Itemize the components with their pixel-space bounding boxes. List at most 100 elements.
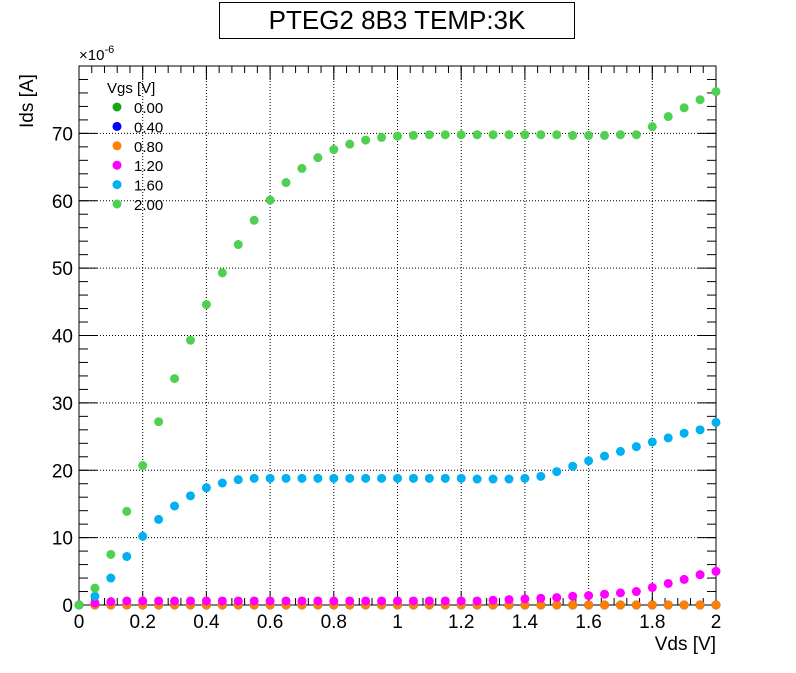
data-point	[631, 442, 641, 452]
data-point	[536, 593, 546, 603]
data-point	[472, 596, 482, 606]
data-point	[345, 139, 355, 149]
data-point	[185, 596, 195, 606]
data-point	[345, 473, 355, 483]
data-point	[488, 130, 498, 140]
x-tick-label: 0	[74, 612, 85, 633]
legend-item: 0.40	[112, 119, 163, 136]
data-point	[440, 130, 450, 140]
data-point	[711, 566, 721, 576]
data-point	[472, 130, 482, 140]
data-point	[90, 591, 100, 601]
x-tick-label: 0.8	[321, 612, 347, 633]
data-point	[440, 596, 450, 606]
legend: Vgs [V] 0.00 0.40 0.80 1.20 1.60 2.00	[107, 80, 163, 214]
data-point	[122, 506, 132, 516]
data-point	[456, 130, 466, 140]
data-point	[265, 195, 275, 205]
data-point	[329, 596, 339, 606]
legend-marker	[112, 121, 122, 131]
data-point	[695, 95, 705, 105]
data-point	[154, 514, 164, 524]
y-tick-label: 10	[52, 529, 73, 550]
legend-label: 0.00	[134, 100, 163, 117]
data-point	[615, 588, 625, 598]
x-axis-label: Vds [V]	[655, 634, 716, 655]
x-tick-label: 1.2	[448, 612, 474, 633]
data-point	[106, 549, 116, 559]
data-point	[600, 600, 610, 610]
data-point	[154, 596, 164, 606]
data-point	[456, 473, 466, 483]
data-point	[711, 87, 721, 97]
legend-marker	[112, 102, 122, 112]
data-point	[185, 335, 195, 345]
legend-label: 1.60	[134, 178, 163, 195]
x-tick-label: 0.2	[129, 612, 155, 633]
data-point	[584, 456, 594, 466]
data-point	[504, 595, 514, 605]
tick-labels: 0 0.2 0.4 0.6 0.8 1 1.2 1.4 1.6 1.8 20102030405060…	[52, 124, 721, 633]
data-point	[552, 467, 562, 477]
data-point	[313, 473, 323, 483]
data-point	[249, 473, 259, 483]
data-point	[647, 582, 657, 592]
data-point	[138, 461, 148, 471]
y-tick-label: 40	[52, 327, 73, 348]
data-point	[568, 591, 578, 601]
legend-item: 1.20	[112, 158, 163, 175]
data-point	[185, 491, 195, 501]
data-point	[600, 130, 610, 140]
data-point	[233, 475, 243, 485]
series-1.20	[74, 566, 721, 610]
data-point	[361, 135, 371, 145]
data-point	[297, 596, 307, 606]
data-point	[377, 473, 387, 483]
data-point	[552, 130, 562, 140]
data-point	[504, 130, 514, 140]
chart-title: PTEG2 8B3 TEMP:3K	[219, 2, 575, 39]
x-tick-label: 0.4	[193, 612, 220, 633]
data-point	[393, 131, 402, 141]
data-point	[281, 596, 291, 606]
data-point	[615, 446, 625, 456]
x-tick-label: 1.6	[575, 612, 601, 633]
data-point	[170, 374, 180, 384]
legend-title: Vgs [V]	[107, 80, 155, 97]
data-point	[217, 268, 227, 278]
data-point	[584, 600, 594, 610]
legend-item: 1.60	[112, 178, 163, 195]
legend-label: 0.40	[134, 119, 163, 136]
data-point	[74, 600, 84, 610]
data-point	[520, 473, 530, 483]
data-point	[377, 596, 387, 606]
data-point	[488, 474, 498, 484]
data-point	[393, 596, 402, 606]
data-point	[520, 130, 530, 140]
data-point	[233, 240, 243, 250]
data-point	[584, 591, 594, 601]
data-point	[472, 474, 482, 484]
data-point	[552, 600, 562, 610]
data-point	[536, 600, 546, 610]
data-point	[217, 478, 227, 488]
data-point	[488, 595, 498, 605]
y-exponent-base: ×10	[79, 47, 104, 64]
data-point	[201, 300, 211, 310]
data-point	[600, 451, 610, 461]
data-point	[615, 130, 625, 140]
data-point	[329, 473, 339, 483]
data-point	[265, 473, 275, 483]
data-point	[663, 600, 673, 610]
data-point	[201, 483, 211, 493]
data-point	[281, 178, 291, 188]
y-axis-exponent: ×10-6	[79, 44, 114, 64]
data-point	[663, 112, 673, 122]
data-point	[217, 596, 227, 606]
data-point	[361, 596, 371, 606]
y-axis-label: Ids [A]	[17, 74, 38, 128]
data-point	[631, 130, 641, 140]
data-point	[138, 596, 148, 606]
data-point	[393, 473, 402, 483]
